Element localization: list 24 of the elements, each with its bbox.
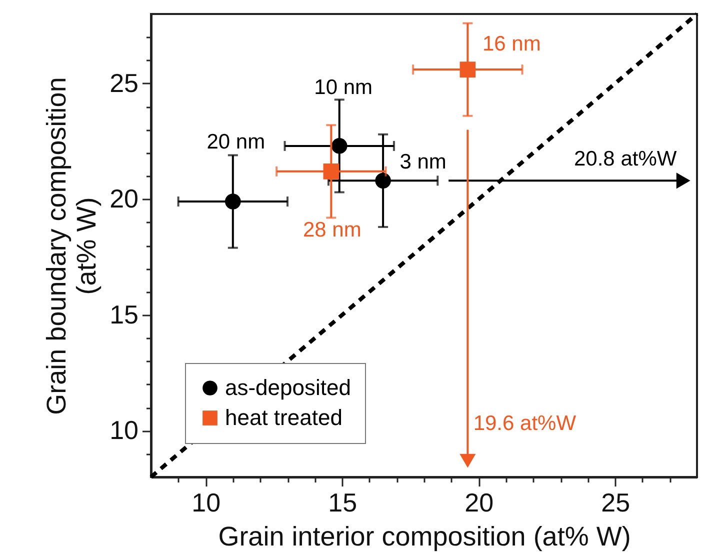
annotation: 20.8 at%W — [574, 148, 677, 171]
point — [460, 62, 476, 78]
legend-label: heat treated — [225, 405, 342, 430]
y-tick-label: 15 — [110, 299, 138, 330]
x-tick-label: 15 — [328, 488, 358, 518]
annotation: 19.6 at%W — [473, 412, 576, 435]
annotation: 10 nm — [314, 76, 373, 99]
point — [375, 172, 391, 189]
y-tick-label: 10 — [110, 415, 138, 446]
point — [224, 194, 241, 210]
y-axis-title: Grain boundary composition (at% W) — [42, 77, 102, 415]
x-tick-label: 20 — [464, 488, 494, 518]
annotation: 28 nm — [302, 218, 362, 242]
annotation: 16 nm — [482, 32, 541, 56]
annotation: 3 nm — [400, 150, 446, 174]
legend-label: as-deposited — [225, 375, 351, 400]
annotation: 20 nm — [206, 130, 266, 154]
point — [331, 138, 348, 154]
y-tick-label: 20 — [110, 184, 138, 214]
x-axis-title: Grain interior composition (at% W) — [218, 522, 631, 552]
x-tick-label: 25 — [601, 488, 630, 518]
y-tick-label: 25 — [110, 68, 138, 98]
x-tick-label: 10 — [192, 488, 221, 518]
point — [323, 164, 340, 180]
